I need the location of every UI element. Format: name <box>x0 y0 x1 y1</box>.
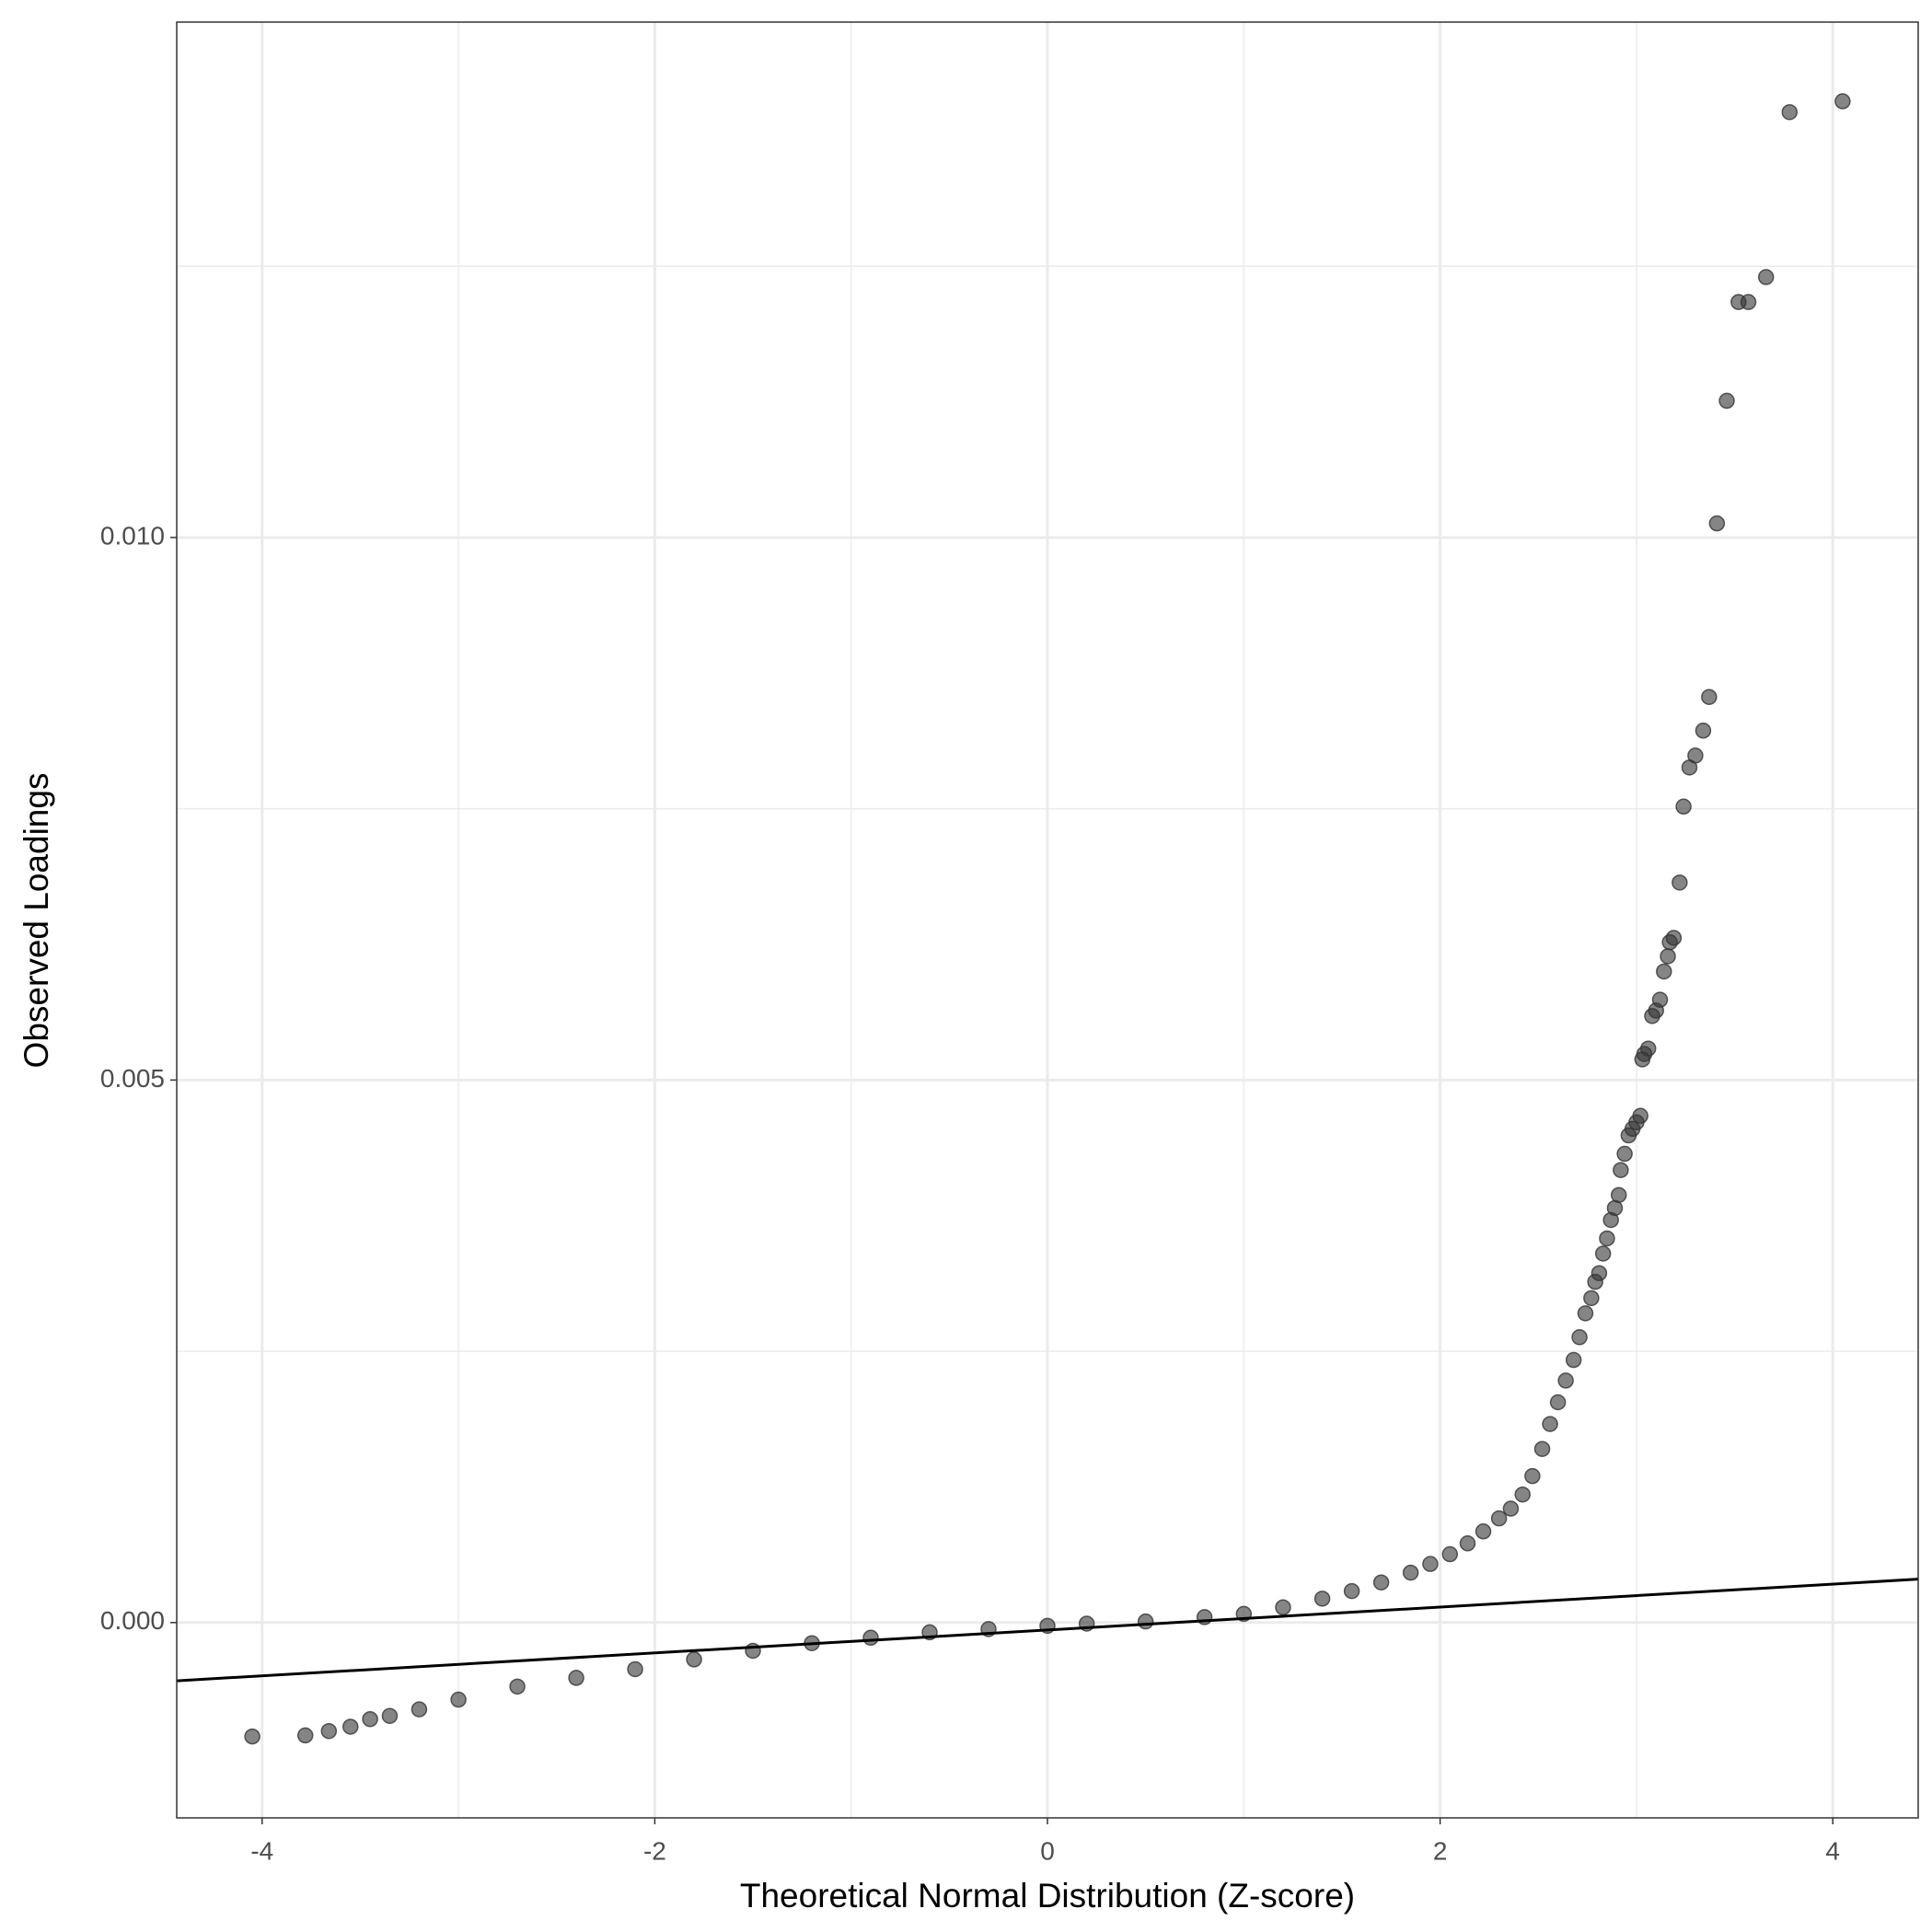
point <box>1661 933 1678 951</box>
panel-border <box>176 21 1919 1819</box>
y-tick-label: 0.010 <box>100 521 165 550</box>
point <box>862 1629 879 1647</box>
point <box>1634 1051 1651 1068</box>
point <box>320 1722 338 1740</box>
point <box>1402 1564 1419 1581</box>
point <box>1343 1582 1360 1600</box>
x-tick-label: 0 <box>1040 1836 1055 1865</box>
point <box>1656 963 1672 980</box>
point <box>381 1707 399 1724</box>
reference-line <box>176 1578 1919 1683</box>
point <box>686 1651 702 1668</box>
point <box>1701 688 1718 705</box>
point <box>1313 1591 1331 1607</box>
point <box>1675 798 1692 816</box>
point <box>296 1727 314 1744</box>
point <box>1730 294 1747 310</box>
y-tick-label: 0.000 <box>100 1606 165 1635</box>
point <box>1533 1440 1551 1457</box>
x-tick-label: -4 <box>250 1836 273 1865</box>
point <box>1565 1351 1582 1369</box>
point <box>1660 948 1676 965</box>
point <box>1571 1329 1588 1346</box>
point <box>1757 269 1775 285</box>
point <box>1441 1545 1459 1563</box>
x-tick-label: 4 <box>1825 1836 1840 1865</box>
point <box>1502 1500 1520 1517</box>
point <box>1708 515 1726 532</box>
y-axis-title: Observed Loadings <box>17 773 55 1069</box>
point <box>568 1670 584 1686</box>
point <box>1557 1372 1574 1389</box>
point <box>1718 392 1735 410</box>
point <box>1137 1613 1154 1630</box>
point <box>411 1701 428 1718</box>
point <box>1781 104 1799 121</box>
point <box>1599 1230 1615 1247</box>
point <box>450 1691 467 1708</box>
point <box>1602 1211 1619 1229</box>
point <box>1577 1305 1594 1322</box>
point <box>1275 1599 1291 1616</box>
point <box>1681 759 1698 776</box>
x-axis-title: Theoretical Normal Distribution (Z-score… <box>740 1877 1355 1915</box>
point <box>627 1660 643 1678</box>
point <box>1372 1574 1390 1591</box>
point <box>1459 1535 1476 1552</box>
point <box>1490 1510 1508 1527</box>
point <box>1587 1273 1603 1290</box>
point <box>1613 1162 1629 1178</box>
point <box>1583 1290 1600 1307</box>
point <box>1514 1486 1531 1503</box>
point <box>1542 1416 1558 1432</box>
point <box>1475 1523 1492 1540</box>
point <box>1834 93 1851 110</box>
point <box>1672 874 1688 891</box>
point <box>1695 723 1712 739</box>
point <box>1644 1008 1660 1024</box>
point <box>1549 1394 1567 1411</box>
point <box>1616 1145 1633 1163</box>
point <box>1524 1467 1541 1485</box>
x-tick-label: -2 <box>643 1836 666 1865</box>
point <box>1422 1556 1439 1572</box>
y-tick-label: 0.005 <box>100 1064 165 1093</box>
point <box>362 1710 378 1728</box>
point <box>1620 1127 1637 1144</box>
point <box>244 1728 260 1745</box>
point <box>342 1718 359 1735</box>
point <box>509 1678 526 1695</box>
marks <box>176 93 1919 1745</box>
x-tick-label: 2 <box>1433 1836 1448 1865</box>
point <box>1594 1245 1612 1262</box>
